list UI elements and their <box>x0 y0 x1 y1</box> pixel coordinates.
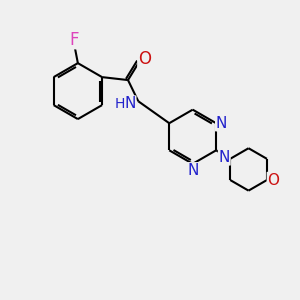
Text: O: O <box>267 172 279 188</box>
Text: F: F <box>70 31 79 49</box>
Text: N: N <box>219 150 230 165</box>
Text: N: N <box>216 116 227 131</box>
Text: H: H <box>115 97 125 111</box>
Text: O: O <box>138 50 151 68</box>
Text: N: N <box>124 96 136 111</box>
Text: N: N <box>187 163 198 178</box>
